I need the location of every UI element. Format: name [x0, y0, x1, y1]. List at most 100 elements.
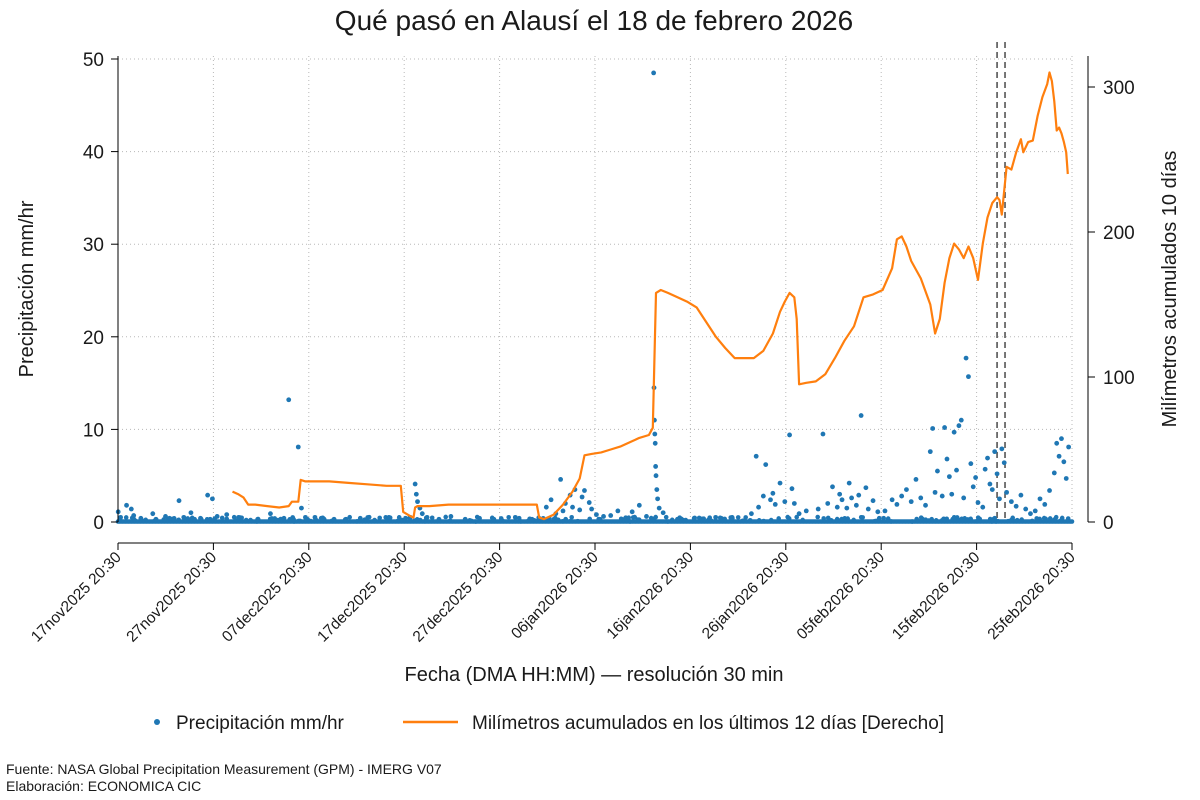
precip-point	[281, 515, 287, 521]
precip-point	[210, 496, 215, 502]
precip-point	[644, 514, 649, 519]
precip-point	[942, 425, 948, 430]
precip-point	[477, 515, 482, 521]
y-axis-right-label: Milímetros acumulados 10 días	[1159, 151, 1181, 428]
precip-point	[357, 515, 363, 521]
precip-point	[656, 505, 662, 511]
precip-point	[1023, 506, 1029, 512]
precip-point	[412, 481, 418, 487]
precip-baseline-point	[396, 515, 402, 520]
precip-point	[419, 511, 425, 517]
precip-point	[753, 453, 759, 459]
source-note: Fuente: NASA Global Precipitation Measur…	[6, 761, 442, 777]
precip-point	[128, 506, 134, 512]
precip-point	[286, 397, 292, 403]
precip-point	[932, 489, 938, 495]
precip-baseline-point	[663, 514, 669, 520]
precip-point	[295, 444, 301, 450]
precip-point	[1061, 459, 1067, 465]
precip-point	[963, 355, 969, 361]
precip-baseline-point	[794, 514, 799, 520]
precip-point	[908, 499, 914, 505]
precip-point	[491, 516, 497, 522]
precip-point	[303, 514, 308, 520]
precip-point	[205, 492, 211, 498]
precip-point	[803, 508, 809, 514]
precip-point	[560, 508, 566, 514]
precip-point	[1047, 488, 1052, 493]
precip-point	[1001, 460, 1007, 466]
x-axis-label: Fecha (DMA HH:MM) — resolución 30 min	[405, 664, 784, 686]
precip-point	[224, 512, 230, 517]
precip-point	[768, 497, 773, 503]
precip-point	[999, 446, 1005, 452]
precip-point	[1042, 502, 1048, 507]
precip-point	[970, 484, 976, 490]
author-note: Elaboración: ECONOMICA CIC	[6, 778, 201, 794]
precip-baseline-point	[743, 515, 748, 520]
precip-point	[675, 516, 680, 522]
precip-point	[791, 501, 797, 506]
x-tick-label: 26jan2026 20:30	[699, 549, 793, 643]
precip-point	[834, 504, 840, 510]
precip-point	[713, 514, 719, 520]
precip-baseline-point	[429, 515, 435, 521]
precip-point	[651, 70, 657, 76]
precip-point	[760, 493, 766, 499]
x-tick-label: 16jan2026 20:30	[604, 549, 698, 643]
precip-baseline-point	[366, 514, 372, 520]
precip-point	[772, 502, 778, 507]
right-tick-label: 100	[1103, 368, 1135, 389]
precip-point	[837, 491, 843, 497]
precip-point	[927, 449, 933, 455]
precip-point	[654, 487, 660, 492]
precip-point	[763, 462, 769, 467]
precip-point	[167, 515, 172, 521]
precip-point	[930, 426, 936, 431]
left-tick-label: 30	[83, 235, 104, 256]
precip-point	[448, 514, 454, 519]
x-tick-label: 25feb2026 20:30	[985, 549, 1080, 644]
left-tick-label: 0	[93, 513, 104, 534]
accumulated-line	[232, 71, 1069, 521]
event-markers	[996, 42, 1006, 522]
precip-point	[951, 429, 957, 435]
precip-point	[248, 517, 253, 523]
precip-point	[582, 488, 587, 493]
precip-baseline-point	[377, 515, 383, 521]
precip-point	[756, 504, 761, 510]
left-tick-label: 50	[83, 50, 104, 71]
precip-point	[629, 509, 635, 515]
precip-point	[982, 466, 988, 472]
precip-point	[1013, 503, 1019, 509]
precip-point	[653, 473, 659, 479]
precip-point	[181, 514, 187, 520]
precip-point	[138, 515, 144, 521]
precip-point	[236, 514, 242, 520]
left-tick-label: 10	[83, 420, 104, 441]
precip-point	[980, 504, 986, 510]
precip-point	[131, 513, 137, 518]
precip-point	[889, 497, 895, 503]
precip-point	[849, 495, 854, 501]
precip-point	[586, 500, 592, 505]
precip-point	[655, 496, 661, 502]
precip-point	[839, 497, 845, 503]
precip-point	[529, 516, 535, 522]
precip-point	[274, 517, 280, 523]
precip-point	[913, 477, 919, 482]
precip-point	[935, 468, 940, 474]
precip-point	[968, 461, 974, 467]
precip-baseline-point	[219, 515, 225, 521]
precip-baseline-point	[347, 514, 353, 520]
precip-point	[188, 510, 194, 516]
precip-point	[1059, 436, 1064, 442]
legend-precip-label: Precipitación mm/hr	[176, 713, 345, 734]
precip-point	[918, 495, 924, 501]
precip-point	[865, 506, 871, 512]
precip-point	[608, 513, 614, 518]
legend-precip-marker	[154, 719, 160, 725]
precip-point	[691, 515, 697, 521]
right-tick-label: 200	[1103, 223, 1135, 244]
precip-baseline-point	[123, 515, 129, 520]
